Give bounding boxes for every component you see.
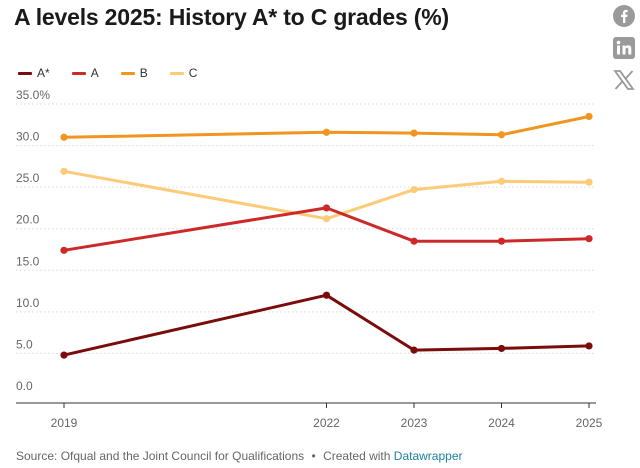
series-line-A: [62, 206, 591, 252]
line-chart: 0.0 5.0 10.0 15.0 20.0 25.0 30.0 35.0% 2019 2022 2…: [16, 88, 603, 430]
x-tick-label: 2022: [313, 416, 340, 430]
x-tick-label: 2024: [488, 416, 515, 430]
data-point-B: [322, 128, 331, 136]
legend-item-a-star[interactable]: A*: [18, 66, 50, 80]
legend-label-c: C: [188, 66, 198, 80]
y-tick-label: 0.0: [16, 379, 33, 393]
facebook-icon[interactable]: [612, 4, 636, 28]
y-tick-label: 10.0: [16, 296, 40, 310]
source-note: Source: Ofqual and the Joint Council for…: [16, 449, 305, 463]
chart-title: A levels 2025: History A* to C grades (%…: [14, 4, 449, 30]
series-line-A*: [62, 293, 591, 357]
x-tick-label: 2023: [401, 416, 428, 430]
data-point-B: [410, 129, 418, 137]
y-tick-label: 20.0: [16, 213, 40, 227]
data-point-B: [60, 133, 68, 141]
chart-footer: Source: Ofqual and the Joint Council for…: [16, 449, 462, 463]
legend-swatch-c: [169, 71, 184, 75]
legend-item-b[interactable]: B: [120, 66, 148, 80]
data-point-C: [322, 215, 331, 223]
created-with-text: Created with: [323, 449, 391, 463]
y-tick-label: 25.0: [16, 171, 40, 185]
footer-separator: •: [311, 449, 316, 463]
data-point-A*: [585, 342, 593, 350]
legend-swatch-a-star: [18, 71, 32, 75]
data-point-A*: [410, 346, 418, 354]
data-point-A*: [60, 351, 68, 359]
x-tick-label: 2019: [51, 416, 78, 430]
data-point-A*: [322, 291, 331, 299]
data-point-C: [497, 177, 506, 185]
legend-swatch-a: [71, 71, 86, 75]
legend-item-c[interactable]: C: [169, 66, 198, 80]
y-tick-label: 35.0%: [16, 88, 50, 102]
data-point-A: [60, 246, 68, 254]
data-point-A: [322, 204, 331, 212]
data-point-A: [497, 237, 506, 245]
data-point-A: [585, 235, 593, 243]
data-point-C: [60, 167, 68, 175]
legend-swatch-b: [120, 71, 135, 75]
data-point-A: [410, 237, 418, 245]
series-line-C: [62, 169, 591, 221]
legend-label-a-star: A*: [37, 66, 50, 80]
linkedin-icon[interactable]: [612, 36, 636, 60]
datawrapper-link[interactable]: Datawrapper: [393, 449, 463, 463]
data-point-A*: [497, 344, 506, 353]
y-tick-label: 15.0: [16, 254, 40, 268]
data-point-C: [585, 178, 593, 186]
data-point-C: [410, 186, 418, 194]
x-icon[interactable]: [612, 68, 636, 92]
y-tick-label: 5.0: [16, 337, 33, 351]
chart-legend: A* A B C: [18, 66, 219, 80]
data-point-B: [497, 131, 506, 139]
data-point-B: [585, 112, 593, 121]
legend-label-a: A: [90, 66, 99, 80]
legend-label-b: B: [139, 66, 148, 80]
x-tick-label: 2025: [576, 416, 603, 430]
legend-item-a[interactable]: A: [71, 66, 99, 80]
y-tick-label: 30.0: [16, 130, 40, 144]
